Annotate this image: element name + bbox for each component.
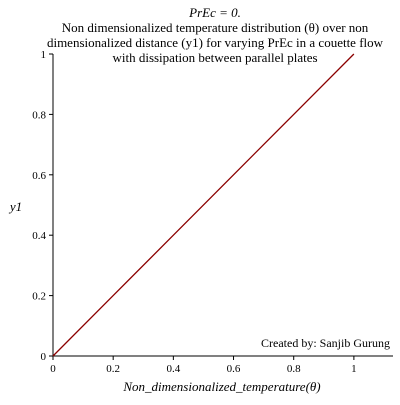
y-tick-label: 1 — [41, 49, 47, 61]
y-tick-label: 0 — [41, 351, 47, 363]
series-group — [52, 53, 355, 357]
y-tick-label: 0.8 — [32, 109, 46, 121]
y-tick-label: 0.4 — [32, 230, 46, 242]
series-line — [52, 53, 355, 357]
chart-title-line-1: Non dimensionalized temperature distribu… — [62, 20, 369, 35]
x-axis-label: Non_dimensionalized_temperature(θ) — [122, 379, 320, 394]
y-tick-label: 0.6 — [32, 170, 46, 182]
credit-annotation: Created by: Sanjib Gurung — [261, 336, 390, 350]
y-ticks: 0 0.2 0.4 0.6 0.8 1 — [32, 49, 53, 363]
chart-title-line-3: with dissipation between parallel plates — [112, 50, 317, 65]
x-tick-label: 0.2 — [106, 363, 120, 375]
chart-title-parameter: PrEc = 0. — [188, 5, 241, 20]
y-axis-label: y1 — [8, 199, 22, 214]
x-ticks: 0 0.2 0.4 0.6 0.8 1 — [50, 356, 357, 375]
x-tick-label: 0.8 — [287, 363, 301, 375]
chart-title-line-2: dimensionalized distance (y1) for varyin… — [47, 35, 384, 50]
x-tick-label: 0 — [50, 363, 56, 375]
y-tick-label: 0.2 — [32, 291, 46, 303]
x-tick-label: 0.4 — [166, 363, 180, 375]
x-tick-label: 1 — [351, 363, 357, 375]
x-tick-label: 0.6 — [227, 363, 241, 375]
